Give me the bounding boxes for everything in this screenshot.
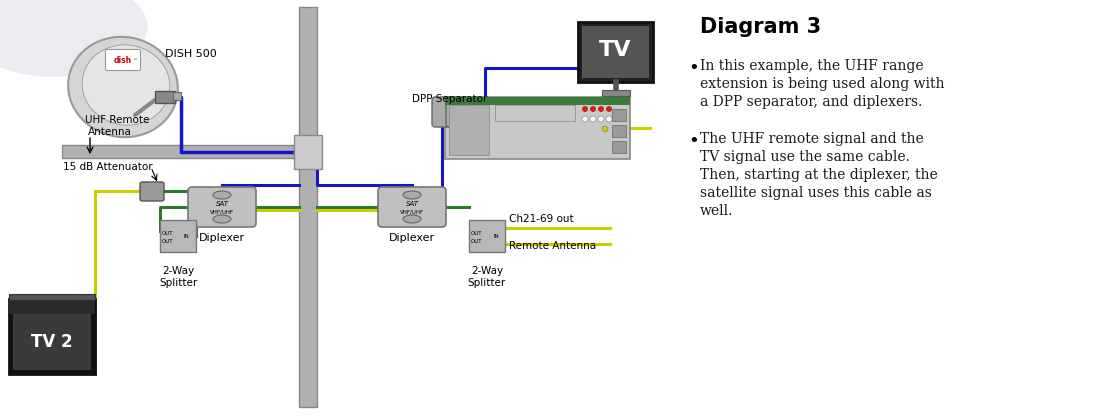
Bar	[445, 97, 630, 159]
Text: IN: IN	[184, 234, 190, 239]
Bar	[294, 135, 322, 169]
FancyBboxPatch shape	[140, 182, 164, 201]
Ellipse shape	[68, 37, 177, 137]
Text: OUT: OUT	[471, 231, 482, 236]
Ellipse shape	[403, 191, 421, 199]
FancyBboxPatch shape	[433, 97, 452, 127]
Bar	[445, 97, 630, 105]
Text: The UHF remote signal and the: The UHF remote signal and the	[700, 132, 924, 146]
Text: dish: dish	[114, 55, 132, 65]
Text: In this example, the UHF range: In this example, the UHF range	[700, 59, 924, 73]
Bar	[9, 299, 95, 374]
Ellipse shape	[213, 215, 231, 223]
Bar	[469, 220, 505, 252]
Text: Then, starting at the diplexer, the: Then, starting at the diplexer, the	[700, 168, 938, 182]
Text: OUT: OUT	[162, 231, 173, 236]
Text: DISH 500: DISH 500	[165, 49, 216, 59]
Bar	[495, 105, 574, 121]
Circle shape	[590, 106, 596, 112]
Ellipse shape	[0, 0, 147, 77]
Circle shape	[582, 106, 588, 112]
Text: extension is being used along with: extension is being used along with	[700, 77, 945, 91]
Circle shape	[606, 116, 612, 122]
FancyBboxPatch shape	[105, 50, 141, 70]
Circle shape	[598, 116, 604, 122]
Bar	[173, 92, 181, 100]
Text: Remote Antenna: Remote Antenna	[509, 241, 597, 251]
Text: •: •	[688, 59, 699, 77]
Bar	[612, 125, 625, 137]
Text: a DPP separator, and diplexers.: a DPP separator, and diplexers.	[700, 95, 923, 109]
FancyBboxPatch shape	[446, 97, 466, 127]
Ellipse shape	[82, 45, 170, 125]
Text: 2-Way: 2-Way	[162, 266, 194, 276]
Bar	[578, 22, 653, 82]
Ellipse shape	[403, 215, 421, 223]
Text: TV: TV	[599, 40, 632, 60]
Circle shape	[598, 106, 604, 112]
Text: UHF Remote: UHF Remote	[85, 115, 150, 125]
Text: ™: ™	[132, 58, 136, 63]
Bar	[155, 91, 175, 103]
Circle shape	[582, 116, 588, 122]
Text: Splitter: Splitter	[468, 278, 506, 288]
Bar	[160, 220, 196, 252]
Text: TV 2: TV 2	[31, 333, 73, 351]
Circle shape	[602, 126, 608, 132]
Ellipse shape	[213, 191, 231, 199]
Bar	[13, 311, 91, 370]
FancyBboxPatch shape	[378, 187, 446, 227]
Bar	[612, 141, 625, 153]
Bar	[9, 300, 95, 314]
Text: Diplexer: Diplexer	[389, 233, 435, 243]
Text: well.: well.	[700, 204, 733, 218]
Text: VHF/UHF: VHF/UHF	[400, 209, 424, 214]
Text: satellite signal uses this cable as: satellite signal uses this cable as	[700, 186, 932, 200]
Text: DPP Separator: DPP Separator	[413, 94, 487, 104]
Text: OUT: OUT	[162, 239, 173, 244]
Text: IN: IN	[494, 234, 499, 239]
Text: Diagram 3: Diagram 3	[700, 17, 821, 37]
Text: Splitter: Splitter	[159, 278, 197, 288]
Text: Ch21-69 out: Ch21-69 out	[509, 214, 573, 224]
Bar	[601, 90, 630, 96]
FancyBboxPatch shape	[189, 187, 256, 227]
Text: 2-Way: 2-Way	[471, 266, 503, 276]
Text: •: •	[688, 132, 699, 150]
Text: VHF/UHF: VHF/UHF	[210, 209, 234, 214]
Circle shape	[606, 106, 612, 112]
Text: SAT: SAT	[215, 201, 228, 207]
Circle shape	[590, 116, 596, 122]
Bar	[449, 105, 489, 155]
Bar	[62, 145, 299, 158]
Text: Antenna: Antenna	[88, 127, 132, 137]
Text: SAT: SAT	[406, 201, 418, 207]
Text: OUT: OUT	[471, 239, 482, 244]
Text: Diplexer: Diplexer	[199, 233, 245, 243]
Bar	[612, 109, 625, 121]
Text: TV signal use the same cable.: TV signal use the same cable.	[700, 150, 909, 164]
Bar	[9, 294, 95, 300]
Bar	[582, 26, 649, 78]
Text: 15 dB Attenuator: 15 dB Attenuator	[63, 162, 153, 172]
Bar	[299, 7, 317, 407]
